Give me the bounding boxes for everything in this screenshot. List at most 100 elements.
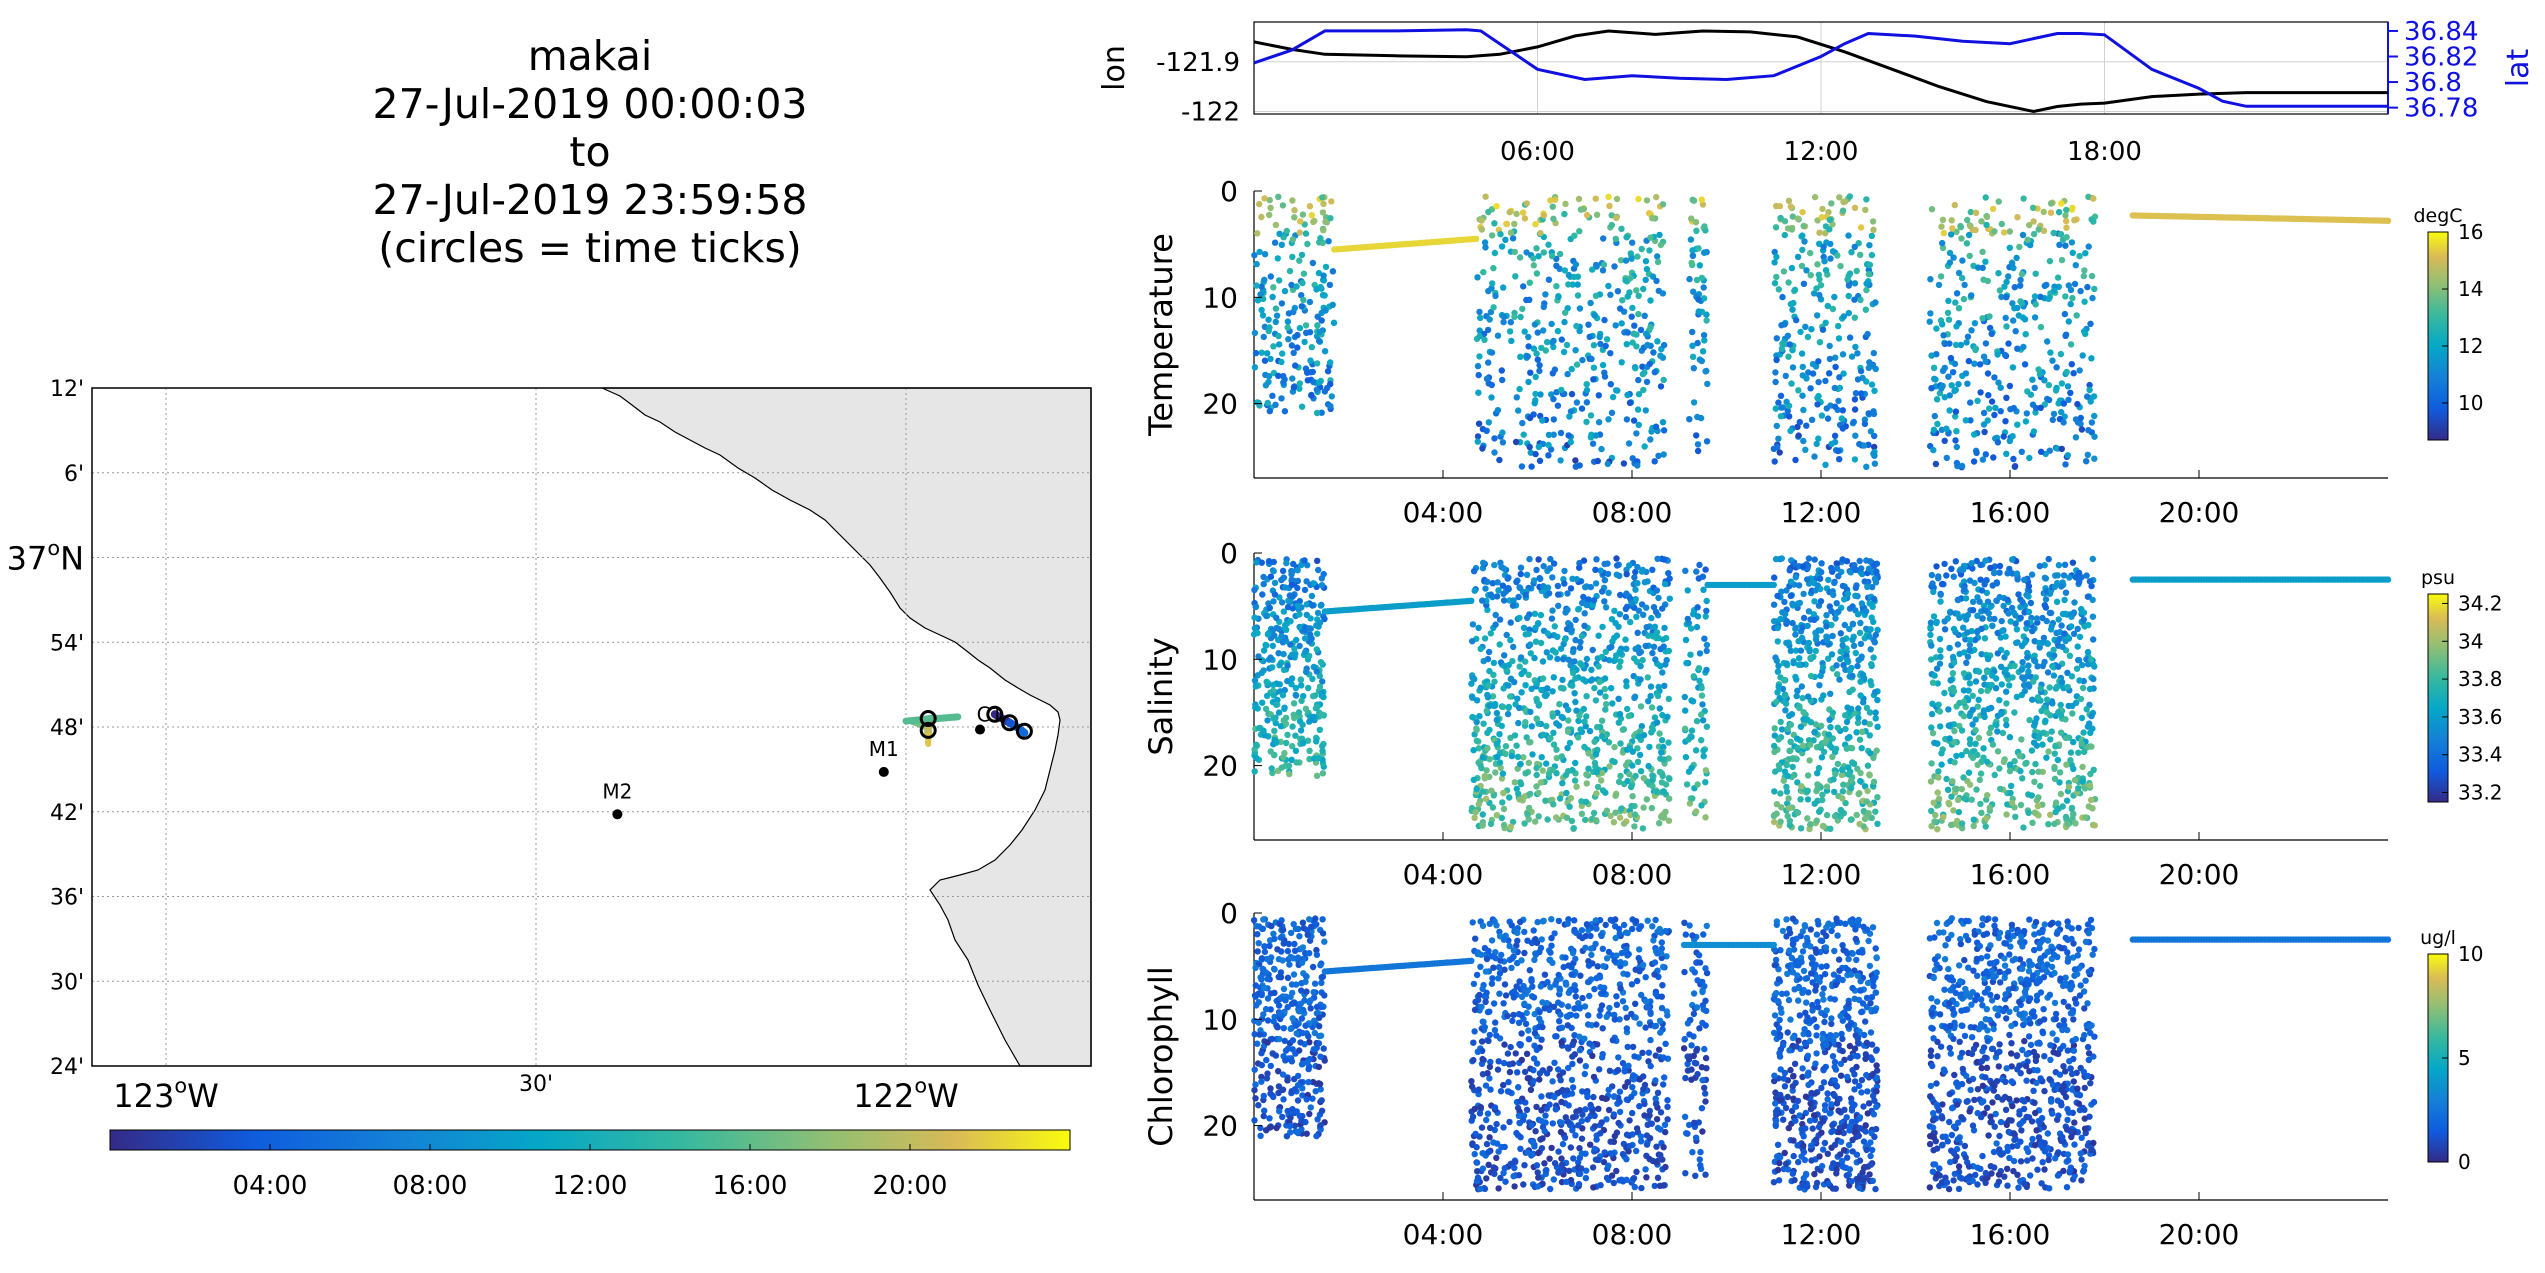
scatter-point	[1928, 823, 1935, 830]
scatter-point	[2010, 404, 2018, 412]
scatter-point	[1596, 689, 1604, 696]
scatter-point	[1555, 602, 1562, 609]
scatter-point	[1316, 328, 1323, 336]
scatter-point	[1295, 709, 1303, 716]
scatter-point	[2074, 400, 2081, 408]
scatter-point	[1599, 267, 1607, 274]
scatter-point	[1489, 232, 1496, 239]
scatter-point	[1532, 624, 1539, 631]
scatter-point	[2077, 287, 2084, 295]
scatter-point	[1289, 605, 1296, 612]
scatter-point	[1938, 750, 1945, 757]
scatter-point	[2020, 343, 2027, 351]
scatter-point	[1518, 689, 1525, 696]
scatter-point	[1954, 796, 1962, 803]
scatter-point	[1854, 719, 1862, 727]
map-y-tick-label: 30'	[50, 970, 84, 995]
scatter-point	[1783, 398, 1790, 405]
scatter-point	[1623, 571, 1630, 578]
scatter-point	[1702, 814, 1709, 821]
scatter-point	[2063, 368, 2070, 376]
scatter-point	[2091, 433, 2098, 440]
scatter-point	[2062, 212, 2069, 219]
scatter-point	[1281, 287, 1289, 295]
scatter-point	[1533, 566, 1540, 574]
scatter-point	[1994, 351, 2001, 358]
scatter-point	[1629, 762, 1636, 769]
scatter-point	[1490, 265, 1497, 272]
scatter-point	[1288, 1058, 1296, 1065]
time-colorbar-ticks: 04:00 08:00 12:00 16:00 20:00	[233, 1144, 947, 1201]
scatter-point	[1991, 374, 1998, 381]
scatter-point	[1996, 287, 2004, 294]
scatter-point	[1280, 1096, 1287, 1103]
scatter-point	[1852, 566, 1859, 573]
scatter-point	[1832, 363, 1839, 371]
scatter-point	[1794, 744, 1801, 752]
scatter-point	[1928, 206, 1936, 213]
scatter-point	[1278, 358, 1285, 366]
scatter-point	[1952, 408, 1960, 415]
scatter-point	[1549, 574, 1556, 581]
scatter-point	[1658, 779, 1666, 786]
scatter-point	[2006, 767, 2014, 775]
scatter-point	[1854, 611, 1862, 618]
scatter-point	[1523, 200, 1531, 207]
scatter-point	[1294, 1072, 1302, 1080]
scatter-point	[1273, 701, 1280, 708]
scatter-point	[1845, 282, 1853, 289]
scatter-point	[1499, 429, 1506, 436]
scatter-point	[1265, 656, 1273, 663]
scatter-point	[1820, 823, 1827, 830]
scatter-point	[1954, 610, 1961, 617]
scatter-point	[2001, 283, 2008, 290]
scatter-point	[1314, 557, 1321, 564]
scatter-point	[1511, 248, 1519, 256]
scatter-point	[1634, 406, 1642, 413]
scatter-point	[2062, 610, 2069, 617]
scatter-point	[1550, 801, 1557, 808]
scatter-point	[1561, 636, 1569, 643]
scatter-point	[1815, 764, 1823, 772]
scatter-point	[1540, 212, 1548, 219]
scatter-point	[1496, 456, 1503, 464]
scatter-point	[1799, 246, 1806, 254]
scatter-point	[1928, 724, 1935, 731]
scatter-point	[1273, 1124, 1280, 1132]
scatter-point	[1775, 683, 1782, 691]
scatter-point	[2009, 556, 2016, 563]
scatter-point	[1778, 555, 1786, 562]
scatter-point	[1548, 320, 1555, 328]
scatter-point	[1648, 724, 1656, 731]
scatter-point	[1550, 560, 1558, 567]
scatter-point	[1965, 357, 1973, 365]
scatter-point	[1591, 312, 1598, 319]
scatter-point	[2023, 591, 2030, 599]
scatter-point	[1492, 769, 1499, 776]
scatter-point	[1290, 700, 1298, 707]
scatter-point	[1826, 216, 1834, 224]
scatter-point	[1501, 662, 1508, 670]
scatter-point	[1258, 213, 1265, 221]
scatter-point	[1800, 590, 1807, 598]
scatter-point	[1632, 365, 1639, 372]
scatter-point	[1491, 220, 1498, 227]
scatter-point	[1566, 413, 1573, 420]
scatter-point	[1869, 218, 1877, 225]
scatter-point	[1523, 249, 1530, 256]
scatter-point	[1874, 723, 1881, 730]
scatter-point	[1685, 768, 1693, 775]
scatter-point	[1972, 226, 1979, 234]
scatter-point	[1774, 624, 1782, 632]
scatter-point	[1953, 785, 1961, 793]
scatter-point	[1328, 393, 1336, 400]
scatter-point	[1637, 662, 1644, 670]
scatter-point	[1591, 738, 1598, 745]
scatter-point	[1952, 341, 1960, 349]
scatter-point	[1544, 630, 1552, 637]
scatter-point	[1785, 279, 1792, 286]
scatter-point	[1592, 580, 1600, 587]
scatter-point	[2000, 229, 2008, 236]
scatter-point	[1666, 795, 1673, 802]
scatter-point	[1493, 709, 1501, 717]
